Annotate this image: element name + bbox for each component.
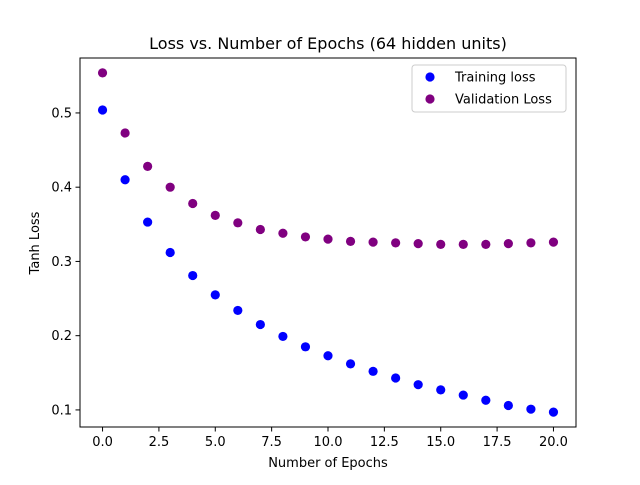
data-point-series-1 bbox=[345, 359, 356, 369]
data-point-series-2 bbox=[458, 239, 468, 249]
data-point-series-2 bbox=[526, 238, 536, 248]
data-point-series-1 bbox=[97, 105, 108, 115]
y-tick-label: 0.2 bbox=[51, 329, 72, 344]
x-axis-title: Number of Epochs bbox=[268, 456, 388, 471]
data-point-series-1 bbox=[120, 175, 130, 185]
data-point-series-1 bbox=[458, 390, 468, 400]
data-point-series-1 bbox=[323, 351, 333, 361]
data-point-series-1 bbox=[255, 319, 265, 330]
data-point-series-1 bbox=[188, 270, 198, 281]
data-point-series-2 bbox=[233, 218, 243, 228]
y-tick-label: 0.1 bbox=[51, 403, 72, 418]
data-point-series-1 bbox=[526, 404, 536, 414]
data-point-series-1 bbox=[143, 217, 153, 227]
legend-marker-series-2 bbox=[425, 94, 435, 104]
axes-layer: 0.0 2.5 5.0 7.5 10.0 12.5 15.0 17.5 20.0 0.1 0.2 0.… bbox=[51, 57, 577, 450]
data-point-series-2 bbox=[278, 228, 288, 238]
data-point-series-1 bbox=[548, 407, 559, 417]
data-point-series-1 bbox=[436, 385, 446, 395]
data-point-series-2 bbox=[413, 239, 423, 249]
x-tick-label: 17.5 bbox=[483, 435, 512, 450]
legend-label-series-1: Training loss bbox=[454, 71, 536, 86]
y-axis-title: Tanh Loss bbox=[28, 211, 43, 275]
data-point-series-2 bbox=[300, 232, 311, 242]
data-point-series-1 bbox=[165, 247, 175, 258]
y-tick-label: 0.3 bbox=[51, 255, 72, 270]
data-point-series-2 bbox=[368, 237, 378, 247]
data-point-series-2 bbox=[503, 239, 513, 249]
data-point-series-1 bbox=[413, 380, 423, 390]
data-point-series-2 bbox=[481, 239, 491, 249]
data-point-series-2 bbox=[97, 68, 108, 78]
x-tick-label: 12.5 bbox=[370, 435, 399, 450]
x-tick-label: 5.0 bbox=[205, 435, 226, 450]
data-point-series-2 bbox=[188, 198, 198, 209]
legend-box bbox=[411, 64, 567, 113]
legend-marker-series-1 bbox=[425, 72, 435, 82]
y-tick-label: 0.4 bbox=[51, 181, 72, 196]
data-point-series-2 bbox=[391, 238, 401, 248]
data-point-series-2 bbox=[436, 239, 446, 249]
data-point-series-1 bbox=[503, 400, 513, 411]
x-tick-label: 2.5 bbox=[149, 435, 170, 450]
data-point-series-2 bbox=[120, 128, 130, 138]
y-tick-label: 0.5 bbox=[51, 106, 72, 121]
data-point-series-1 bbox=[391, 373, 401, 383]
data-point-series-2 bbox=[345, 236, 356, 246]
data-point-series-2 bbox=[165, 182, 175, 192]
data-point-series-2 bbox=[210, 210, 220, 221]
points-layer bbox=[97, 68, 559, 417]
data-point-series-1 bbox=[481, 395, 491, 405]
legend-label-series-2: Validation Loss bbox=[455, 93, 552, 108]
data-point-series-1 bbox=[368, 366, 378, 376]
data-point-series-2 bbox=[143, 161, 153, 171]
chart-title: Loss vs. Number of Epochs (64 hidden uni… bbox=[149, 34, 507, 53]
x-tick-label: 0.0 bbox=[92, 435, 113, 450]
data-point-series-2 bbox=[548, 237, 559, 247]
data-point-series-1 bbox=[300, 342, 311, 352]
x-tick-label: 7.5 bbox=[261, 435, 282, 450]
x-tick-label: 20.0 bbox=[539, 435, 568, 450]
x-tick-label: 15.0 bbox=[426, 435, 455, 450]
data-point-series-2 bbox=[255, 224, 265, 235]
data-point-series-1 bbox=[233, 305, 243, 316]
x-tick-label: 10.0 bbox=[314, 435, 343, 450]
data-point-series-1 bbox=[278, 331, 288, 342]
data-point-series-2 bbox=[323, 234, 333, 244]
data-point-series-1 bbox=[210, 290, 220, 300]
legend: Training loss Validation Loss bbox=[411, 64, 567, 113]
